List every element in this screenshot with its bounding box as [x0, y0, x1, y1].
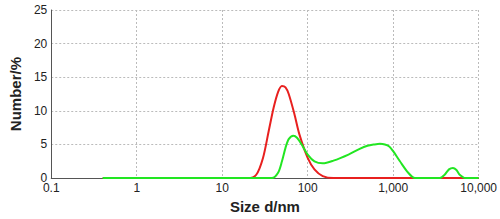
svg-text:5: 5 [41, 137, 48, 151]
svg-text:25: 25 [34, 3, 48, 17]
svg-text:1: 1 [133, 181, 140, 195]
svg-text:0: 0 [40, 171, 48, 186]
svg-text:Size d/nm: Size d/nm [230, 198, 300, 215]
svg-text:20: 20 [34, 37, 48, 51]
svg-text:0.1: 0.1 [43, 181, 60, 195]
svg-text:100: 100 [298, 181, 318, 195]
svg-text:1,000: 1,000 [378, 181, 408, 195]
svg-text:10: 10 [34, 104, 48, 118]
svg-text:Number/%: Number/% [7, 57, 24, 131]
svg-text:10: 10 [216, 181, 230, 195]
svg-text:15: 15 [34, 70, 48, 84]
svg-text:10,000: 10,000 [460, 181, 497, 195]
